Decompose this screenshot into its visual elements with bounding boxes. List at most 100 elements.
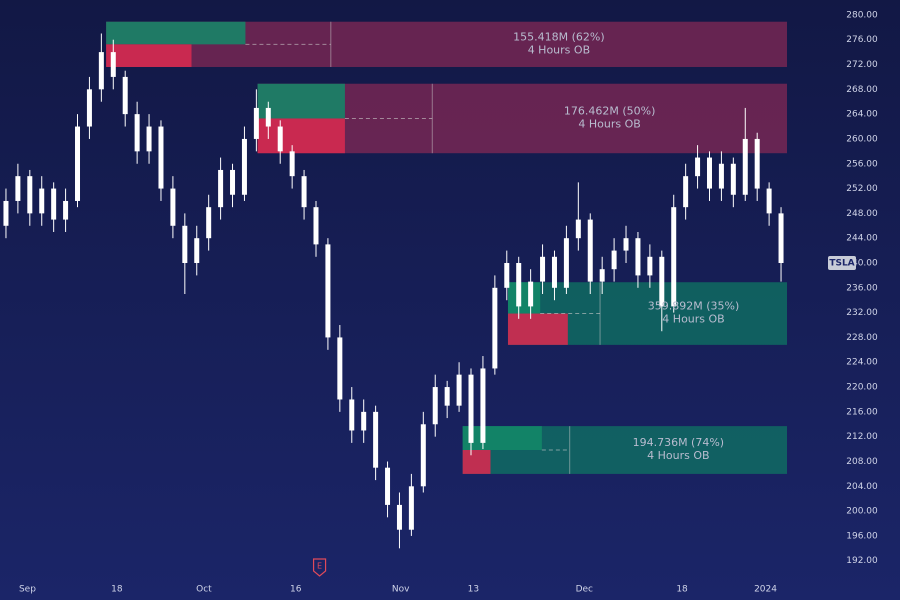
candle-body <box>695 157 701 177</box>
candle-body <box>253 107 259 139</box>
candle-body <box>289 151 295 177</box>
candle-body <box>39 188 45 214</box>
candle-body <box>206 207 212 239</box>
y-tick-label: 192.00 <box>846 556 878 566</box>
sell-volume <box>462 450 491 474</box>
buy-volume <box>507 282 541 314</box>
price-tag <box>828 255 856 270</box>
candle-body <box>122 76 128 115</box>
candle-body <box>599 269 605 282</box>
y-tick-label: 196.00 <box>846 531 878 541</box>
x-tick-label: Oct <box>196 585 212 595</box>
x-tick-label: 18 <box>676 585 688 595</box>
candle-body <box>301 176 307 208</box>
candle-body <box>742 138 748 195</box>
y-tick-label: 268.00 <box>846 85 878 95</box>
candle-body <box>468 374 474 443</box>
sell-volume <box>507 313 568 345</box>
zone-sublabel: 4 Hours OB <box>578 117 640 130</box>
candle-body <box>766 188 772 214</box>
y-tick-label: 204.00 <box>846 482 878 492</box>
candle-body <box>671 207 677 307</box>
candle-body <box>86 89 92 127</box>
sell-volume <box>106 44 192 67</box>
y-tick-label: 228.00 <box>846 333 878 343</box>
y-tick-label: 272.00 <box>846 60 878 70</box>
candle-body <box>718 163 724 189</box>
y-tick-label: 224.00 <box>846 358 878 368</box>
y-tick-label: 216.00 <box>846 407 878 417</box>
candle-body <box>444 387 450 406</box>
candle-body <box>432 387 438 425</box>
candle-body <box>706 157 712 189</box>
candle-body <box>349 399 355 431</box>
candle-body <box>516 262 522 307</box>
candle-body <box>361 411 367 431</box>
candle-body <box>51 188 57 220</box>
y-tick-label: 280.00 <box>846 10 878 20</box>
y-tick-label: 232.00 <box>846 308 878 318</box>
candle-body <box>110 52 116 77</box>
candle-body <box>659 256 665 307</box>
candle-body <box>504 262 510 288</box>
y-tick-label: 208.00 <box>846 457 878 467</box>
zone-sublabel: 4 Hours OB <box>528 43 590 56</box>
candle-body <box>754 138 760 189</box>
zone-sublabel: 4 Hours OB <box>647 449 709 462</box>
y-tick-label: 236.00 <box>846 283 878 293</box>
candle-body <box>194 238 200 263</box>
x-tick-label: Dec <box>576 585 593 595</box>
x-tick-label: 13 <box>468 585 479 595</box>
candle-body <box>408 486 414 530</box>
zone-label: 194.736M (74%) <box>633 436 725 449</box>
event-label: E <box>317 562 322 571</box>
zone-label: 176.462M (50%) <box>564 104 656 117</box>
candle-body <box>15 176 21 201</box>
candle-body <box>241 138 247 195</box>
x-tick-label: Nov <box>392 585 410 595</box>
candle-body <box>563 238 569 288</box>
buy-volume <box>106 21 246 45</box>
x-tick-label: 16 <box>290 585 302 595</box>
x-tick-label: 2024 <box>754 585 777 595</box>
candle-body <box>492 287 498 369</box>
candle-body <box>277 126 283 152</box>
candle-body <box>623 238 629 251</box>
candle-body <box>373 411 379 468</box>
candle-body <box>730 163 736 195</box>
candle-body <box>313 207 319 245</box>
candle-body <box>587 219 593 282</box>
candle-body <box>134 114 140 152</box>
candle-body <box>540 256 546 282</box>
sell-volume <box>257 118 345 154</box>
candle-body <box>337 337 343 400</box>
y-tick-label: 220.00 <box>846 383 878 393</box>
candle-body <box>528 281 534 307</box>
candle-body <box>265 107 271 127</box>
candle-body <box>420 424 426 487</box>
candle-body <box>551 256 557 288</box>
candle-body <box>480 368 486 443</box>
candle-body <box>158 126 164 189</box>
x-tick-label: Sep <box>19 585 36 595</box>
candle-body <box>611 250 617 270</box>
candle-body <box>98 52 104 90</box>
candle-body <box>75 126 81 201</box>
buy-volume <box>257 83 345 119</box>
zone-label: 359.892M (35%) <box>648 300 740 313</box>
candle-body <box>182 225 188 263</box>
y-tick-label: 260.00 <box>846 134 878 144</box>
candle-body <box>778 213 784 263</box>
buy-volume <box>462 426 542 451</box>
y-tick-label: 244.00 <box>846 234 878 244</box>
candle-body <box>63 200 69 220</box>
y-tick-label: 248.00 <box>846 209 878 219</box>
event-marker <box>312 558 327 577</box>
candle-body <box>396 504 402 530</box>
candle-body <box>683 176 689 208</box>
y-tick-label: 264.00 <box>846 110 878 120</box>
zone-label: 155.418M (62%) <box>513 30 605 43</box>
candle-body <box>170 188 176 226</box>
